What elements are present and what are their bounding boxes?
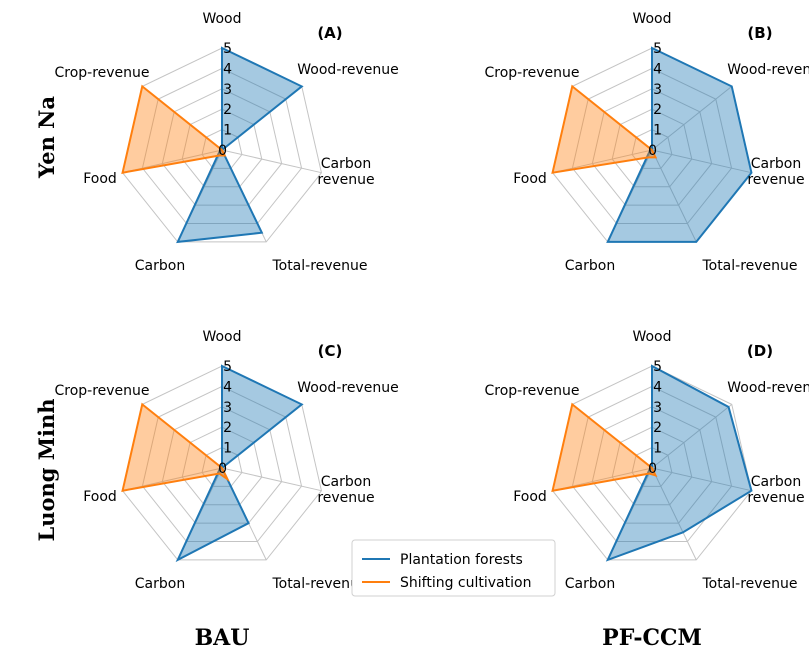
grid-ring xyxy=(181,426,263,506)
radial-tick-label: 3 xyxy=(653,400,662,416)
axis-label-wood: Wood xyxy=(632,11,671,27)
grid-spoke xyxy=(552,149,653,174)
grid-ring xyxy=(161,88,283,206)
radial-tick-label: 1 xyxy=(653,123,662,139)
radial-tick-label: 5 xyxy=(223,359,232,375)
radial-tick-label: 3 xyxy=(223,400,232,416)
grid-ring xyxy=(141,67,303,225)
grid-spoke xyxy=(651,467,697,561)
grid-ring xyxy=(141,385,303,543)
grid-spoke xyxy=(651,149,697,243)
grid-ring xyxy=(161,406,283,524)
radar-panels: 0 1 2 3 4 5 Wood Wood-revenue Carbon revenue Total… xyxy=(54,11,809,592)
grid-spoke xyxy=(651,86,733,151)
radial-tick-label: 0 xyxy=(648,143,657,159)
grid-ring xyxy=(591,88,713,206)
row-label-luong-minh: Luong Minh xyxy=(34,398,59,541)
grid-spoke xyxy=(221,467,322,492)
axis-label-total-revenue: Total-revenue xyxy=(701,576,797,592)
row-label-yen-na: Yen Na xyxy=(34,96,59,179)
panel-label-c: (C) xyxy=(318,342,343,360)
radial-tick-label: 1 xyxy=(223,441,232,457)
radial-tick-label: 0 xyxy=(218,143,227,159)
series-area-shifting-cultivation xyxy=(551,402,658,492)
radial-tick-label: 0 xyxy=(218,461,227,477)
grid-ring xyxy=(591,406,713,524)
radial-tick-label: 2 xyxy=(653,420,662,436)
grid-ring xyxy=(571,385,733,543)
radial-tick-label: 2 xyxy=(653,102,662,118)
radial-tick-label: 0 xyxy=(648,461,657,477)
series-area-shifting-cultivation xyxy=(121,84,227,174)
axis-label-wood: Wood xyxy=(632,329,671,345)
series-area-shifting-cultivation xyxy=(551,84,658,174)
radial-tick-label: 2 xyxy=(223,420,232,436)
axis-label-crop-revenue: Crop-revenue xyxy=(484,65,579,81)
grid-spoke xyxy=(651,404,733,469)
radial-tick-label: 3 xyxy=(653,82,662,98)
radial-tick-label: 1 xyxy=(653,441,662,457)
radial-tick-label: 4 xyxy=(653,379,662,395)
axis-label-wood: Wood xyxy=(202,329,241,345)
radial-tick-label: 4 xyxy=(223,379,232,395)
axis-label-wood-revenue: Wood-revenue xyxy=(727,380,809,396)
axis-label-crop-revenue: Crop-revenue xyxy=(54,383,149,399)
axis-label-crop-revenue: Crop-revenue xyxy=(54,65,149,81)
grid-ring xyxy=(631,447,673,487)
radial-tick-label: 5 xyxy=(653,359,662,375)
legend-frame xyxy=(351,539,556,597)
radial-tick-label: 5 xyxy=(223,41,232,57)
panel-label-d: (D) xyxy=(747,342,773,360)
radial-tick-label: 4 xyxy=(223,61,232,77)
column-label-pf-ccm: PF-CCM xyxy=(602,625,702,650)
radial-tick-label: 5 xyxy=(653,41,662,57)
axis-label-food: Food xyxy=(513,489,547,505)
axis-label-food: Food xyxy=(513,171,547,187)
panel-label-b: (B) xyxy=(747,24,772,42)
series-area-shifting-cultivation xyxy=(121,402,230,492)
axis-label-wood-revenue: Wood-revenue xyxy=(297,62,398,78)
grid-spoke xyxy=(221,149,322,174)
axis-label-total-revenue: Total-revenue xyxy=(271,576,367,592)
grid-ring xyxy=(181,108,263,188)
grid-ring xyxy=(201,129,243,169)
radar-panel-a: 0 1 2 3 4 5 Wood Wood-revenue Carbon revenue Total… xyxy=(54,11,398,274)
grid-ring xyxy=(611,426,693,506)
radial-tick-label: 3 xyxy=(223,82,232,98)
axis-label-wood: Wood xyxy=(202,11,241,27)
grid-ring xyxy=(631,129,673,169)
axis-label-carbon: Carbon xyxy=(135,576,185,592)
grid-spoke xyxy=(651,467,752,492)
panel-label-a: (A) xyxy=(317,24,342,42)
column-label-bau: BAU xyxy=(195,625,250,650)
axis-label-carbon-revenue: Carbon revenue xyxy=(747,474,804,506)
axis-label-wood-revenue: Wood-revenue xyxy=(727,62,809,78)
axis-label-carbon: Carbon xyxy=(565,258,615,274)
axis-label-carbon: Carbon xyxy=(565,576,615,592)
axis-label-total-revenue: Total-revenue xyxy=(271,258,367,274)
axis-label-food: Food xyxy=(83,489,117,505)
legend: Plantation forests Shifting cultivation xyxy=(351,539,556,597)
legend-entry-plantation-forests: Plantation forests xyxy=(400,552,523,568)
radial-tick-label: 1 xyxy=(223,123,232,139)
axis-label-total-revenue: Total-revenue xyxy=(701,258,797,274)
grid-ring xyxy=(201,447,243,487)
grid-ring xyxy=(571,67,733,225)
radial-tick-label: 4 xyxy=(653,61,662,77)
grid-ring xyxy=(611,108,693,188)
axis-label-food: Food xyxy=(83,171,117,187)
axis-label-carbon-revenue: Carbon revenue xyxy=(317,156,374,188)
legend-entry-shifting-cultivation: Shifting cultivation xyxy=(400,575,531,591)
axis-label-crop-revenue: Crop-revenue xyxy=(484,383,579,399)
axis-label-carbon-revenue: Carbon revenue xyxy=(747,156,804,188)
radial-tick-label: 2 xyxy=(223,102,232,118)
radar-panel-c: 0 1 2 3 4 5 Wood Wood-revenue Carbon revenue Total… xyxy=(54,329,398,592)
axis-label-wood-revenue: Wood-revenue xyxy=(297,380,398,396)
grid-spoke xyxy=(651,149,752,174)
axis-label-carbon-revenue: Carbon revenue xyxy=(317,474,374,506)
axis-label-carbon: Carbon xyxy=(135,258,185,274)
